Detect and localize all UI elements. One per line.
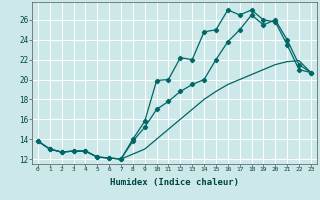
- X-axis label: Humidex (Indice chaleur): Humidex (Indice chaleur): [110, 178, 239, 187]
